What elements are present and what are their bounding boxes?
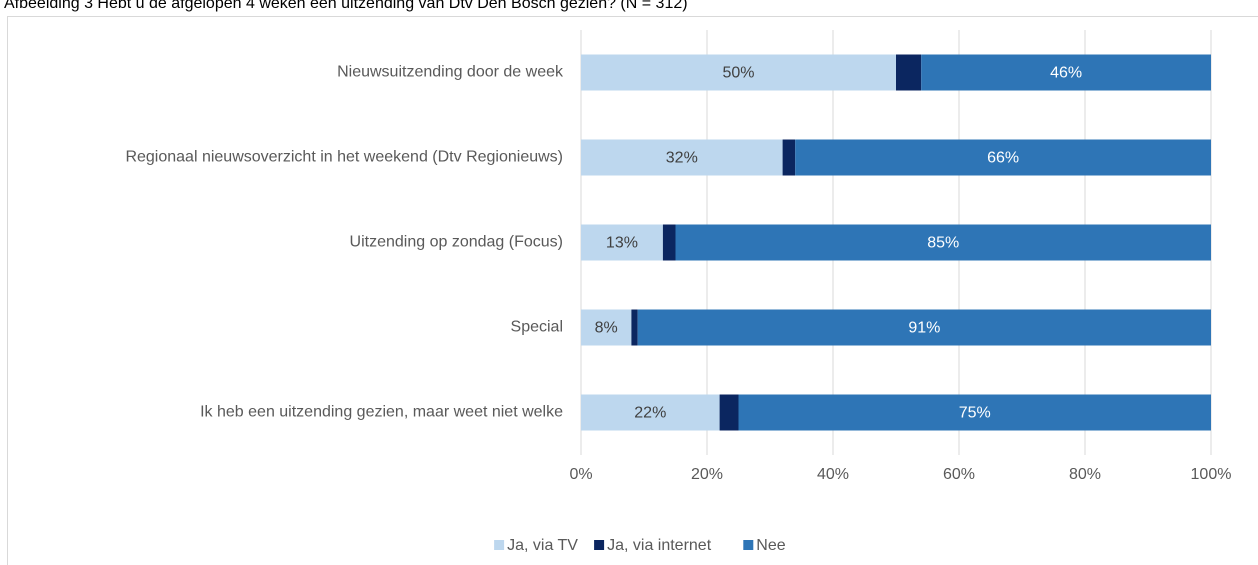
bar-segment xyxy=(896,54,922,91)
bar-segment xyxy=(921,54,1211,91)
data-label: 50% xyxy=(722,65,754,82)
y-tick-label: Regionaal nieuwsoverzicht in het weekend… xyxy=(125,149,563,166)
bar-segment xyxy=(782,139,796,176)
bar-segment xyxy=(581,309,632,346)
data-label: 46% xyxy=(1050,65,1082,82)
x-tick-label: 20% xyxy=(691,466,723,483)
x-tick-label: 0% xyxy=(569,466,592,483)
x-tick-label: 100% xyxy=(1191,466,1232,483)
y-tick-label: Uitzending op zondag (Focus) xyxy=(350,234,563,251)
data-label: 66% xyxy=(987,150,1019,167)
data-label: 8% xyxy=(595,320,618,337)
data-label: 32% xyxy=(666,150,698,167)
data-label: 13% xyxy=(606,235,638,252)
bar-segment xyxy=(738,394,1211,431)
chart-frame xyxy=(7,16,1258,565)
x-tick-label: 80% xyxy=(1069,466,1101,483)
bar-segment xyxy=(719,394,739,431)
x-tick-label: 40% xyxy=(817,466,849,483)
bar-segment xyxy=(581,139,783,176)
legend-swatch xyxy=(494,540,505,550)
bar-segment xyxy=(675,224,1211,261)
y-tick-label: Nieuwsuitzending door de week xyxy=(337,64,564,81)
legend-swatch xyxy=(743,540,754,550)
legend-label: Ja, via internet xyxy=(607,537,712,554)
data-label: 75% xyxy=(959,405,991,422)
data-label: 22% xyxy=(634,405,666,422)
data-label: 85% xyxy=(927,235,959,252)
bar-segment xyxy=(795,139,1211,176)
x-tick-label: 60% xyxy=(943,466,975,483)
legend-label: Nee xyxy=(756,537,785,554)
chart-title: Afbeelding 3 Hebt u de afgelopen 4 weken… xyxy=(4,0,688,12)
y-tick-label: Ik heb een uitzending gezien, maar weet … xyxy=(200,404,563,421)
bar-segment xyxy=(662,224,676,261)
bar-segment xyxy=(637,309,1211,346)
bar-segment xyxy=(581,54,896,91)
legend-swatch xyxy=(594,540,605,550)
bar-segment xyxy=(581,394,720,431)
legend-label: Ja, via TV xyxy=(507,537,578,554)
bar-segment xyxy=(581,224,663,261)
data-label: 91% xyxy=(908,320,940,337)
y-tick-label: Special xyxy=(511,319,563,336)
bar-segment xyxy=(631,309,638,346)
